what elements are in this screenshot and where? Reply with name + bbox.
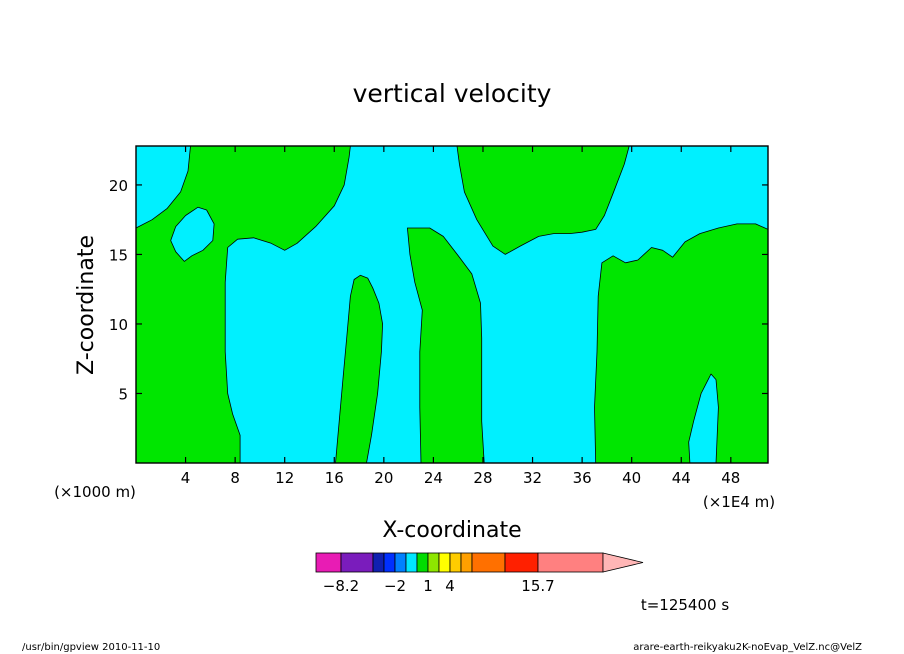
x-tick-label: 32: [523, 469, 542, 487]
colorbar-segment: [372, 552, 385, 573]
colorbar: [315, 552, 644, 573]
time-label: t=125400 s: [641, 596, 729, 614]
x-tick-label: 36: [573, 469, 592, 487]
colorbar-label: −8.2: [323, 577, 359, 595]
contour-region: [594, 223, 769, 464]
x-tick-label: 40: [622, 469, 641, 487]
x-axis-label: X-coordinate: [382, 518, 521, 543]
contour-region: [456, 145, 630, 255]
x-tick-label: 44: [672, 469, 691, 487]
x-tick-label: 16: [325, 469, 344, 487]
colorbar-segment: [504, 552, 539, 573]
colorbar-segment: [394, 552, 407, 573]
colorbar-segment: [340, 552, 374, 573]
colorbar-label: 15.7: [521, 577, 554, 595]
colorbar-segment: [315, 552, 342, 573]
colorbar-labels: −8.2 −2 1 4 15.7: [323, 577, 555, 595]
chart-title: vertical velocity: [353, 79, 552, 108]
x-multiplier-right: (×1E4 m): [703, 493, 775, 511]
x-tick-label: 28: [473, 469, 492, 487]
colorbar-segment: [416, 552, 429, 573]
colorbar-label: 4: [445, 577, 455, 595]
contour-region: [335, 274, 384, 464]
colorbar-segment: [537, 552, 604, 573]
colorbar-label: 1: [423, 577, 433, 595]
x-tick-label: 12: [275, 469, 294, 487]
x-tick-label: 4: [181, 469, 191, 487]
contour-region: [688, 373, 719, 464]
x-ticks: 4 8 12 16 20 24 28 32 36 40 44 48: [181, 146, 740, 487]
colorbar-extension: [602, 552, 644, 573]
colorbar-segment: [460, 552, 473, 573]
plot-frame: [135, 145, 769, 464]
y-tick-label: 10: [109, 316, 128, 334]
y-ticks: 5 10 15 20: [109, 177, 768, 403]
colorbar-segment: [405, 552, 418, 573]
y-axis-label: Z-coordinate: [74, 235, 99, 375]
contour-region: [170, 206, 215, 262]
y-tick-label: 5: [118, 385, 128, 403]
x-multiplier-left: (×1000 m): [54, 483, 136, 501]
contour-region: [406, 227, 485, 464]
colorbar-label: −2: [384, 577, 406, 595]
x-tick-label: 8: [230, 469, 240, 487]
footer-left: /usr/bin/gpview 2010-11-10: [22, 642, 160, 653]
y-tick-label: 20: [109, 177, 128, 195]
colorbar-segment: [438, 552, 451, 573]
x-tick-label: 48: [721, 469, 740, 487]
contour-regions: [135, 145, 769, 464]
colorbar-segment: [427, 552, 440, 573]
x-tick-label: 20: [374, 469, 393, 487]
colorbar-segment: [383, 552, 396, 573]
colorbar-segment: [449, 552, 462, 573]
colorbar-segment: [471, 552, 506, 573]
footer-right: arare-earth-reikyaku2K-noEvap_VelZ.nc@Ve…: [633, 642, 862, 653]
y-tick-label: 15: [109, 246, 128, 264]
x-tick-label: 24: [424, 469, 443, 487]
